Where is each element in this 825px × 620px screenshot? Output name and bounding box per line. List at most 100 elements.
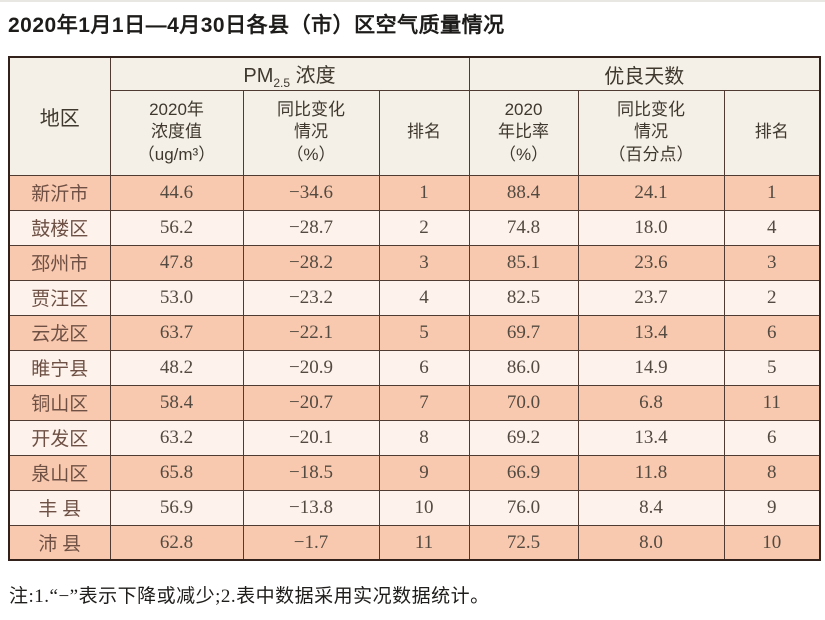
table-row: 贾汪区 53.0 −23.2 4 82.5 23.7 2 [8,279,821,316]
cell-days-ratio: 69.7 [468,314,579,351]
cell-pm-change: −34.6 [242,174,380,211]
cell-pm-value: 53.0 [109,279,244,316]
cell-days-ratio: 74.8 [468,209,579,246]
cell-region: 邳州市 [8,244,111,281]
cell-pm-value: 58.4 [109,384,244,421]
cell-days-rank: 10 [723,524,821,561]
header-pm-rank: 排名 [378,89,470,176]
cell-days-ratio: 69.2 [468,419,579,456]
cell-pm-value: 56.9 [109,489,244,526]
cell-days-ratio: 76.0 [468,489,579,526]
cell-days-change: 23.7 [577,279,725,316]
page: 2020年1月1日—4月30日各县（市）区空气质量情况 地区 PM2.5 浓度 … [0,2,825,608]
table-row: 睢宁县 48.2 −20.9 6 86.0 14.9 5 [8,349,821,386]
cell-pm-value: 62.8 [109,524,244,561]
table-row: 沛 县 62.8 −1.7 11 72.5 8.0 10 [8,524,821,561]
page-title: 2020年1月1日—4月30日各县（市）区空气质量情况 [8,14,505,37]
pm-subscript: 2.5 [273,75,291,90]
cell-pm-value: 44.6 [109,174,244,211]
cell-days-rank: 6 [723,419,821,456]
cell-days-ratio: 66.9 [468,454,579,491]
cell-region: 泉山区 [8,454,111,491]
cell-days-change: 24.1 [577,174,725,211]
cell-pm-rank: 5 [378,314,470,351]
cell-pm-change: −20.9 [242,349,380,386]
table-row: 鼓楼区 56.2 −28.7 2 74.8 18.0 4 [8,209,821,246]
air-quality-table: 地区 PM2.5 浓度 优良天数 2020年 浓度值 （ug/m³） 同比变化 … [8,56,822,562]
cell-days-ratio: 86.0 [468,349,579,386]
cell-pm-rank: 4 [378,279,470,316]
cell-region: 贾汪区 [8,279,111,316]
cell-pm-change: −22.1 [242,314,380,351]
table-body: 新沂市 44.6 −34.6 1 88.4 24.1 1 鼓楼区 56.2 −28.7 2 74.8 1… [8,174,821,561]
cell-pm-change: −20.7 [242,384,380,421]
cell-days-rank: 8 [723,454,821,491]
cell-pm-change: −13.8 [242,489,380,526]
table-row: 丰 县 56.9 −13.8 10 76.0 8.4 9 [8,489,821,526]
cell-pm-change: −28.2 [242,244,380,281]
cell-days-rank: 1 [723,174,821,211]
cell-region: 沛 县 [8,524,111,561]
cell-days-rank: 4 [723,209,821,246]
cell-pm-value: 56.2 [109,209,244,246]
header-pm-group: PM2.5 浓度 [109,56,470,91]
header-days-change: 同比变化 情况 （百分点） [577,89,725,176]
cell-days-change: 13.4 [577,314,725,351]
table-row: 新沂市 44.6 −34.6 1 88.4 24.1 1 [8,174,821,211]
pm-group-suffix: 浓度 [290,64,336,87]
cell-region: 睢宁县 [8,349,111,386]
cell-pm-change: −20.1 [242,419,380,456]
cell-days-change: 11.8 [577,454,725,491]
header-pm-change: 同比变化 情况 （%） [242,89,380,176]
table-row: 云龙区 63.7 −22.1 5 69.7 13.4 6 [8,314,821,351]
cell-days-change: 14.9 [577,349,725,386]
cell-pm-rank: 2 [378,209,470,246]
cell-pm-rank: 3 [378,244,470,281]
cell-pm-rank: 6 [378,349,470,386]
cell-days-change: 8.0 [577,524,725,561]
pm-label: PM [243,64,274,87]
cell-days-ratio: 82.5 [468,279,579,316]
cell-days-change: 18.0 [577,209,725,246]
cell-region: 铜山区 [8,384,111,421]
cell-days-ratio: 85.1 [468,244,579,281]
cell-days-change: 23.6 [577,244,725,281]
cell-region: 云龙区 [8,314,111,351]
header-days-rank: 排名 [723,89,821,176]
cell-pm-rank: 9 [378,454,470,491]
table-row: 开发区 63.2 −20.1 8 69.2 13.4 6 [8,419,821,456]
header-pm-value: 2020年 浓度值 （ug/m³） [109,89,244,176]
cell-days-rank: 11 [723,384,821,421]
cell-days-rank: 9 [723,489,821,526]
cell-region: 开发区 [8,419,111,456]
cell-pm-value: 63.2 [109,419,244,456]
cell-pm-rank: 8 [378,419,470,456]
cell-pm-value: 47.8 [109,244,244,281]
cell-days-rank: 5 [723,349,821,386]
cell-days-ratio: 70.0 [468,384,579,421]
cell-pm-change: −28.7 [242,209,380,246]
cell-days-ratio: 72.5 [468,524,579,561]
cell-days-change: 8.4 [577,489,725,526]
header-sub-row: 2020年 浓度值 （ug/m³） 同比变化 情况 （%） 排名 2020 年比… [9,89,821,176]
cell-region: 鼓楼区 [8,209,111,246]
header-days-ratio: 2020 年比率 （%） [468,89,579,176]
cell-days-ratio: 88.4 [468,174,579,211]
cell-days-change: 13.4 [577,419,725,456]
cell-pm-change: −1.7 [242,524,380,561]
table-row: 泉山区 65.8 −18.5 9 66.9 11.8 8 [8,454,821,491]
cell-pm-rank: 11 [378,524,470,561]
cell-pm-change: −18.5 [242,454,380,491]
table-row: 邳州市 47.8 −28.2 3 85.1 23.6 3 [8,244,821,281]
cell-pm-value: 65.8 [109,454,244,491]
cell-pm-rank: 1 [378,174,470,211]
header-days-group: 优良天数 [468,56,821,91]
cell-region: 新沂市 [8,174,111,211]
cell-days-rank: 3 [723,244,821,281]
cell-days-change: 6.8 [577,384,725,421]
cell-pm-rank: 10 [378,489,470,526]
header-group-row: 地区 PM2.5 浓度 优良天数 [8,56,821,176]
cell-days-rank: 2 [723,279,821,316]
cell-pm-rank: 7 [378,384,470,421]
cell-days-rank: 6 [723,314,821,351]
